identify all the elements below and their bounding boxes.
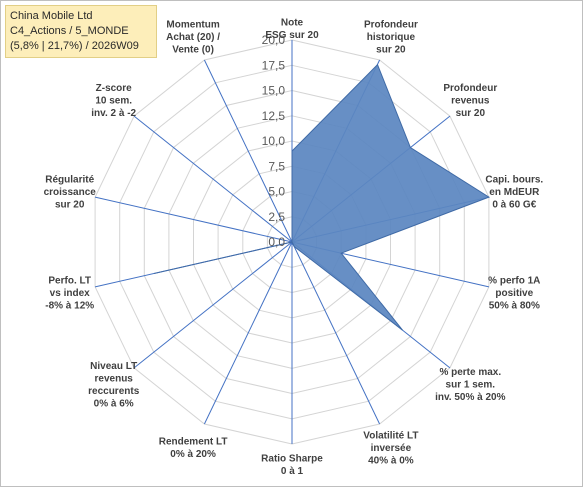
axis-label: Rendement LT 0% à 20% [159, 437, 228, 461]
tick-label: 17,5 [262, 58, 286, 72]
tick-label: 5,0 [268, 185, 285, 199]
axis-label: Note ESG sur 20 [265, 17, 319, 41]
tick-label: 2,5 [268, 210, 285, 224]
tick-label: 12,5 [262, 109, 286, 123]
axis-label: Z-score 10 sem. inv. 2 à -2 [91, 83, 136, 119]
score-and-week: (5,8% | 21,7%) / 2026W09 [10, 40, 139, 52]
info-box: China Mobile Ltd C4_Actions / 5_MONDE (5… [5, 5, 157, 58]
axis-label: Capi. bours. en MdEUR 0 à 60 G€ [485, 174, 543, 210]
axis-label: Profondeur revenus sur 20 [443, 83, 497, 119]
axis-spoke [133, 241, 293, 369]
axis-label: % perte max. sur 1 sem. inv. 50% à 20% [435, 367, 506, 403]
axis-spoke [133, 115, 293, 243]
axis-label: Ratio Sharpe 0 à 1 [261, 453, 323, 477]
radar-axis-labels: Note ESG sur 20 Profondeur historique sur 20… [44, 17, 544, 477]
axis-spoke [203, 241, 293, 425]
portfolio-category: C4_Actions / 5_MONDE [10, 25, 129, 37]
radar-tick-labels: 0,0 2,5 5,0 7,5 10,0 12,5 15,0 17,5 20,0 [262, 33, 286, 249]
axis-label: Profondeur historique sur 20 [364, 20, 418, 56]
axis-label: Momentum Achat (20) / Vente (0) [166, 20, 220, 56]
tick-label: 0,0 [268, 235, 285, 249]
axis-label: Perfo. LT vs index -8% à 12% [45, 276, 94, 312]
tick-label: 15,0 [262, 84, 286, 98]
series-area [153, 63, 491, 331]
radar-series [153, 63, 491, 331]
axis-label: Niveau LT revenus reccurents 0% à 6% [88, 361, 140, 410]
axis-spoke [203, 59, 293, 243]
tick-label: 10,0 [262, 134, 286, 148]
axis-spoke [94, 196, 293, 243]
axis-label: % perfo 1A positive 50% à 80% [488, 276, 540, 312]
axis-spoke [291, 241, 381, 425]
axis-label: Régularité croissance sur 20 [44, 174, 97, 210]
company-name: China Mobile Ltd [10, 10, 93, 22]
tick-label: 20,0 [262, 33, 286, 47]
tick-label: 7,5 [268, 159, 285, 173]
axis-label: Volatilité LT inversée 40% à 0% [363, 430, 418, 466]
